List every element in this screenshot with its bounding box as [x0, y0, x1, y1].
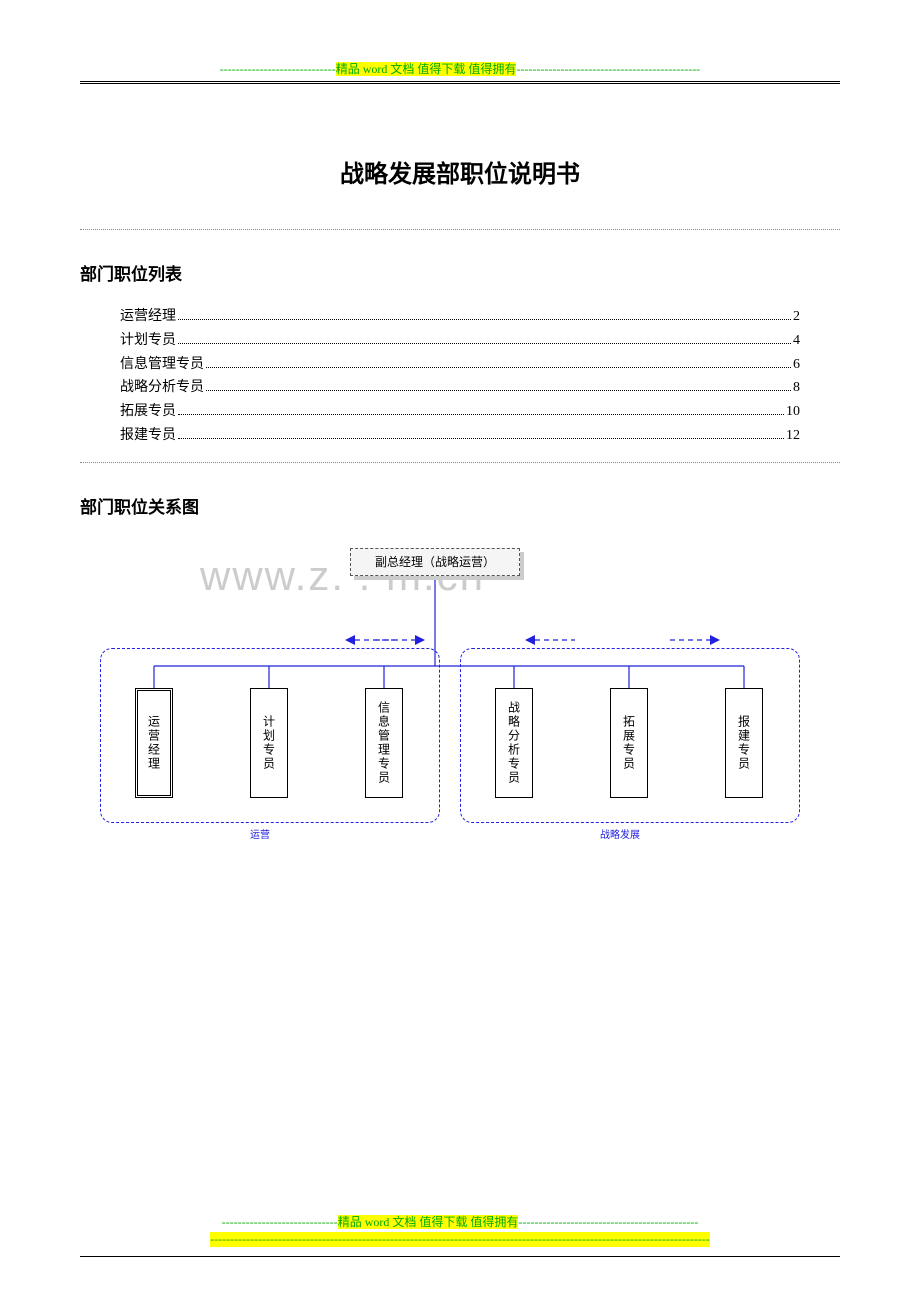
footer-dashes-left: ----------------------------- [222, 1215, 338, 1229]
org-group-label: 战略发展 [600, 826, 640, 841]
toc-label: 战略分析专员 [120, 376, 204, 400]
toc: 运营经理 2 计划专员 4 信息管理专员 6 战略分析专员 8 拓展专员 10 报建专员 12 [80, 305, 840, 448]
toc-row: 运营经理 2 [120, 305, 800, 329]
header-rule [80, 81, 840, 84]
toc-row: 报建专员 12 [120, 424, 800, 448]
header-banner: -----------------------------精品 word 文档 … [80, 60, 840, 77]
footer-banner: -----------------------------精品 word 文档 … [80, 1213, 840, 1247]
toc-label: 运营经理 [120, 305, 176, 329]
toc-page: 2 [793, 305, 800, 329]
org-leaf-node: 战略分析专员 [495, 688, 533, 798]
toc-page: 10 [786, 400, 800, 424]
toc-page: 4 [793, 329, 800, 353]
toc-dots [178, 343, 791, 344]
org-leaf-node: 信息管理专员 [365, 688, 403, 798]
org-leaf-node: 报建专员 [725, 688, 763, 798]
toc-page: 8 [793, 376, 800, 400]
header-dashes-right: ----------------------------------------… [516, 62, 700, 76]
toc-page: 12 [786, 424, 800, 448]
toc-label: 报建专员 [120, 424, 176, 448]
toc-dots [178, 319, 791, 320]
page-title: 战略发展部职位说明书 [80, 154, 840, 189]
footer-row2: ----------------------------------------… [210, 1232, 710, 1247]
org-group-label: 运营 [250, 826, 270, 841]
org-leaf-node: 计划专员 [250, 688, 288, 798]
footer-rule [80, 1256, 840, 1257]
section-position-list-heading: 部门职位列表 [80, 260, 840, 285]
divider-after-toc [80, 462, 840, 463]
toc-dots [178, 414, 784, 415]
toc-row: 战略分析专员 8 [120, 376, 800, 400]
header-dashes-left: ----------------------------- [220, 62, 336, 76]
toc-dots [206, 390, 791, 391]
toc-dots [206, 367, 791, 368]
divider-after-title [80, 229, 840, 230]
toc-label: 信息管理专员 [120, 353, 204, 377]
toc-label: 拓展专员 [120, 400, 176, 424]
org-leaf-node: 运营经理 [135, 688, 173, 798]
header-text: 精品 word 文档 值得下载 值得拥有 [336, 62, 517, 76]
toc-row: 拓展专员 10 [120, 400, 800, 424]
org-top-node: 副总经理（战略运营） [350, 548, 520, 576]
section-relation-chart-heading: 部门职位关系图 [80, 493, 840, 518]
toc-label: 计划专员 [120, 329, 176, 353]
toc-dots [178, 438, 784, 439]
toc-page: 6 [793, 353, 800, 377]
toc-row: 信息管理专员 6 [120, 353, 800, 377]
org-leaf-node: 拓展专员 [610, 688, 648, 798]
footer-text: 精品 word 文档 值得下载 值得拥有 [338, 1215, 519, 1229]
footer-dashes-right: ----------------------------------------… [518, 1215, 698, 1229]
org-chart: www.z. . m.cn 副总经理（战略运营）运营战略发展运营经理计划专员信息… [80, 538, 820, 838]
toc-row: 计划专员 4 [120, 329, 800, 353]
